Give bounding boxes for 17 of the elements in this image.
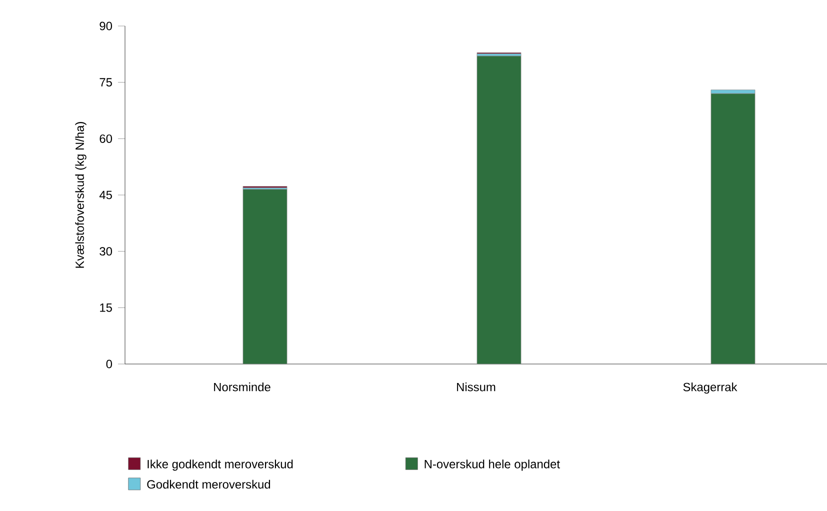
x-tick-label: Nissum: [457, 382, 496, 392]
y-tick-label: 75: [100, 78, 112, 86]
bar: [710, 93, 756, 364]
bar: [476, 56, 522, 364]
legend-label: Godkendt meroverskud: [147, 480, 270, 489]
y-tick-label: 30: [100, 247, 112, 256]
bar: [242, 189, 288, 364]
y-tick-label: 15: [100, 304, 112, 312]
legend-label: Ikke godkendt meroverskud: [148, 460, 293, 471]
x-tick-label: Skagerrak: [683, 382, 738, 394]
y-axis-title: Kvælstofoverskud (kg N/ha): [75, 122, 86, 268]
y-tick-label: 0: [106, 360, 112, 368]
legend-label: N-overskud hele oplandet: [424, 460, 560, 471]
y-tick-label: 45: [99, 190, 112, 200]
y-tick-label: 90: [100, 22, 112, 30]
x-tick-label: Norsminde: [214, 382, 270, 392]
y-tick-label: 60: [100, 134, 112, 143]
